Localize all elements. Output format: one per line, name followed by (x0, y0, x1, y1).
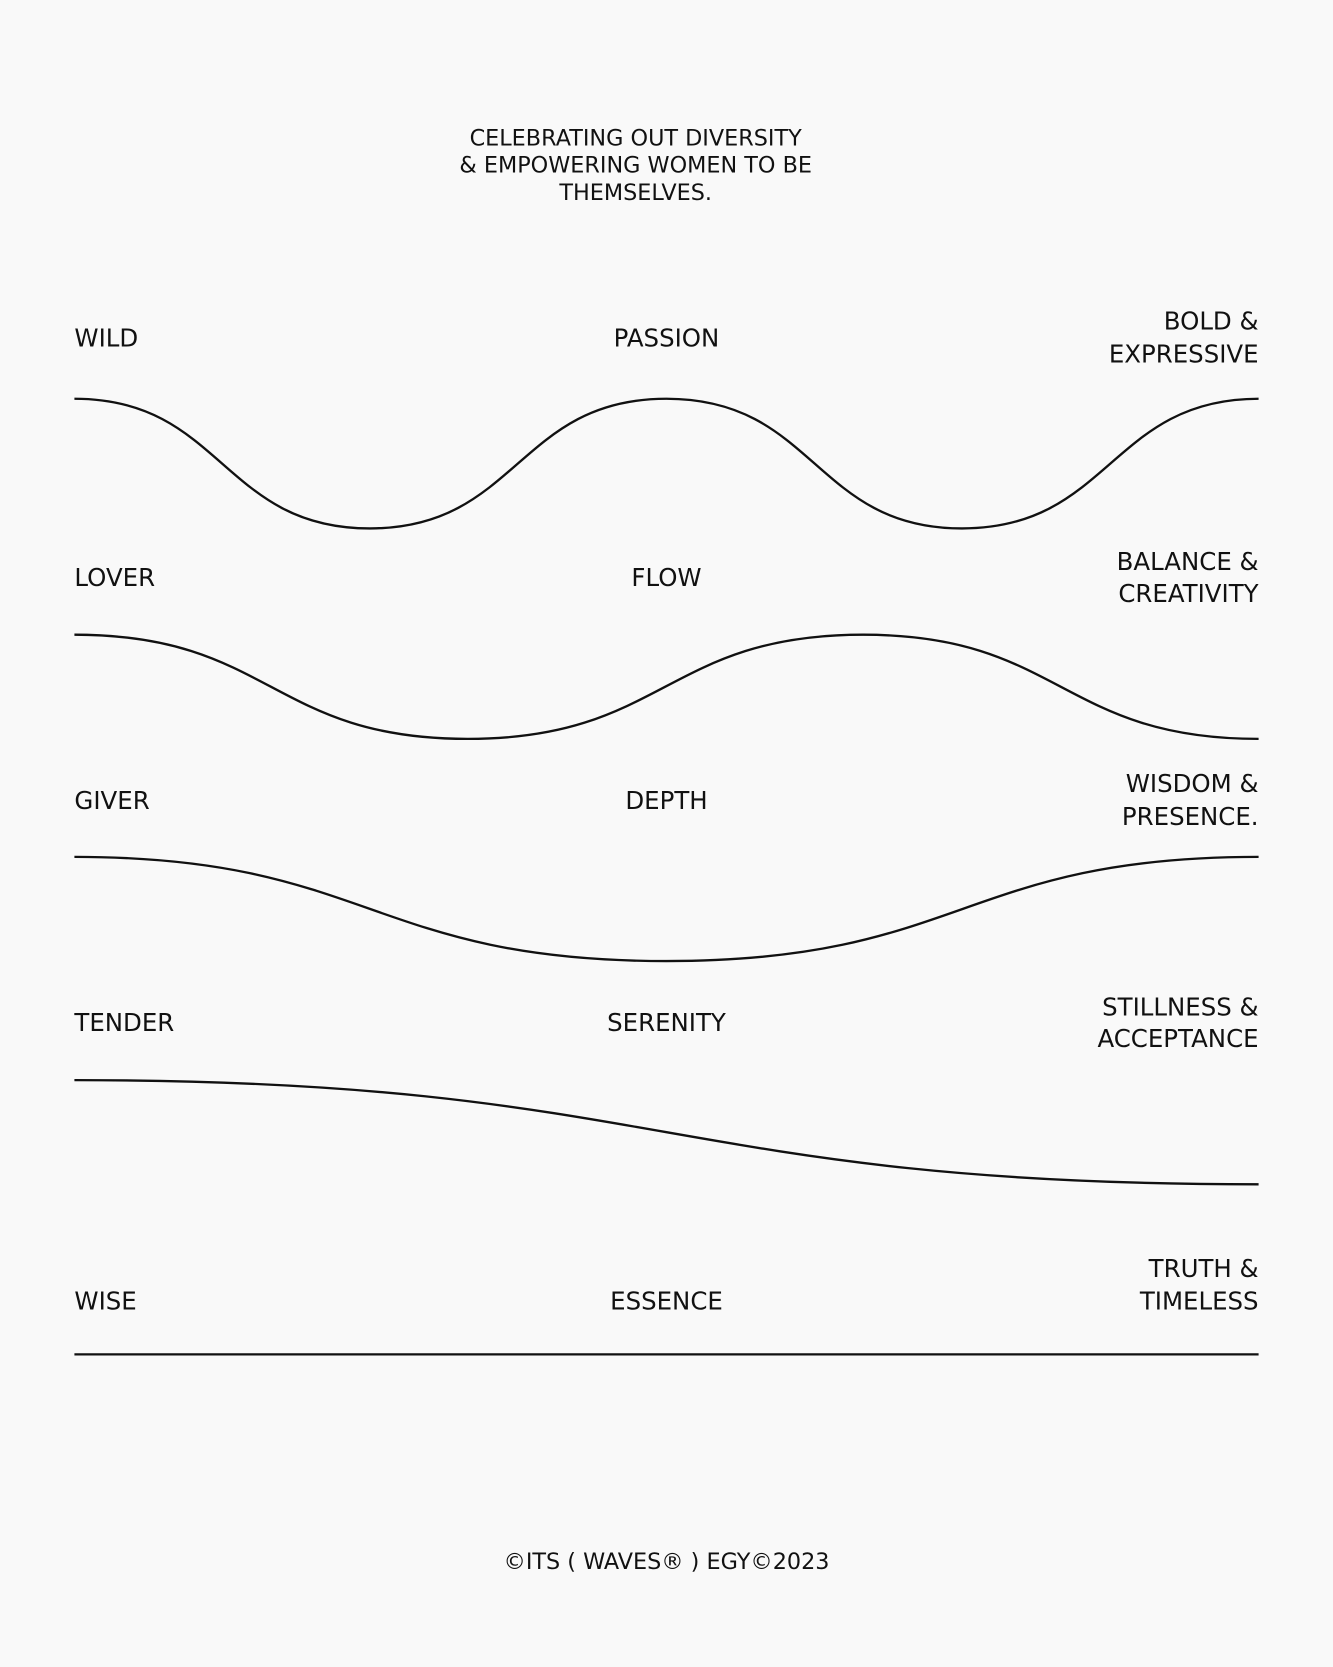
footer: ©ITS ( WAVES® ) EGY©2023 (504, 1549, 830, 1575)
header-line: CELEBRATING OUT DIVERSITY (470, 126, 803, 152)
right-label: BOLD & (1164, 307, 1259, 336)
left-label: WISE (74, 1287, 136, 1316)
center-label: PASSION (614, 324, 720, 353)
right-label: STILLNESS & (1102, 992, 1258, 1021)
right-label: CREATIVITY (1118, 579, 1258, 608)
right-label: ACCEPTANCE (1097, 1024, 1258, 1053)
right-label: PRESENCE. (1122, 802, 1259, 831)
right-label: TIMELESS (1139, 1287, 1259, 1316)
center-label: FLOW (631, 563, 701, 592)
left-label: TENDER (73, 1008, 174, 1037)
right-label: WISDOM & (1126, 769, 1259, 798)
center-label: SERENITY (607, 1008, 726, 1037)
left-label: WILD (74, 324, 138, 353)
left-label: LOVER (74, 563, 155, 592)
right-label: EXPRESSIVE (1109, 340, 1259, 369)
wave (74, 1078, 1259, 1186)
header-line: & EMPOWERING WOMEN TO BE (459, 152, 812, 178)
right-label: BALANCE & (1117, 547, 1259, 576)
wave (74, 633, 1259, 741)
right-label: TRUTH & (1148, 1254, 1259, 1283)
center-label: DEPTH (625, 786, 707, 815)
header-line: THEMSELVES. (558, 180, 712, 206)
header: CELEBRATING OUT DIVERSITY & EMPOWERING W… (459, 126, 812, 206)
wave (74, 855, 1259, 963)
wave (74, 397, 1259, 530)
left-label: GIVER (74, 786, 149, 815)
center-label: ESSENCE (610, 1287, 723, 1316)
